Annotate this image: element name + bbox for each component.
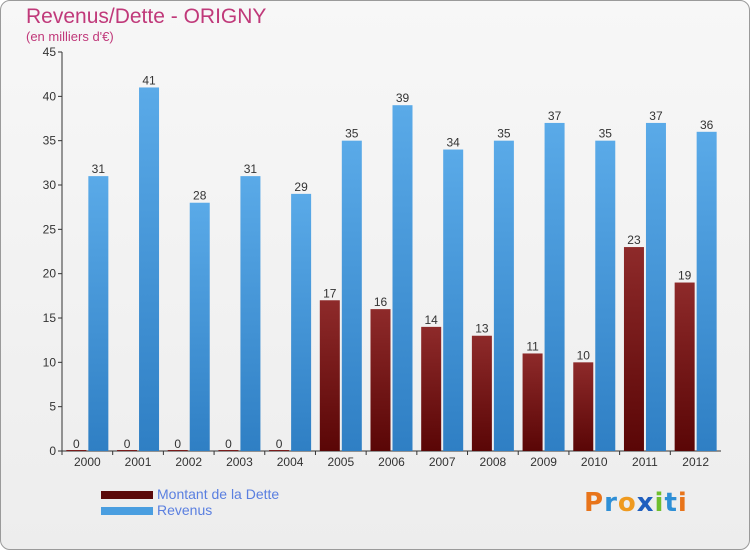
x-tick-label: 2007 [429, 455, 456, 469]
chart-title: Revenus/Dette - ORIGNY [26, 5, 267, 28]
x-tick-label: 2000 [74, 455, 101, 469]
x-tick-label: 2001 [125, 455, 152, 469]
x-tick-label: 2004 [277, 455, 304, 469]
y-tick-label: 5 [49, 400, 56, 414]
y-tick-label: 40 [43, 89, 57, 103]
bar-revenus [341, 140, 362, 451]
y-tick-label: 15 [43, 311, 57, 325]
data-label-dette: 14 [425, 313, 439, 327]
data-label-revenus: 37 [649, 109, 663, 123]
bar-revenus [645, 122, 666, 451]
data-label-dette: 0 [73, 437, 80, 451]
x-tick-label: 2003 [226, 455, 253, 469]
bar-revenus [544, 122, 565, 451]
bar-revenus [493, 140, 514, 451]
legend-label-revenus: Revenus [157, 502, 213, 518]
data-label-revenus: 31 [92, 162, 106, 176]
data-label-dette: 17 [323, 286, 337, 300]
bar-revenus [240, 176, 261, 451]
data-label-dette: 11 [526, 339, 539, 353]
data-label-revenus: 31 [244, 162, 258, 176]
bar-dette [66, 450, 87, 451]
data-label-revenus: 37 [548, 109, 562, 123]
chart-subtitle: (en milliers d'€) [26, 29, 114, 44]
x-tick-label: 2011 [632, 455, 658, 469]
bar-dette [319, 300, 340, 451]
bar-revenus [696, 131, 717, 452]
x-tick-label: 2008 [480, 455, 507, 469]
legend-label-dette: Montant de la Dette [157, 486, 280, 502]
x-tick-label: 2002 [175, 455, 202, 469]
bar-dette [573, 362, 594, 451]
data-label-dette: 23 [627, 233, 641, 247]
bar-revenus [189, 202, 210, 451]
bar-revenus [443, 149, 464, 452]
bar-dette [471, 335, 492, 451]
y-tick-label: 10 [43, 355, 57, 369]
data-label-revenus: 28 [193, 189, 207, 203]
bar-revenus [291, 193, 312, 451]
data-label-revenus: 35 [345, 127, 359, 141]
legend-swatch-revenus [101, 507, 153, 515]
data-label-dette: 0 [174, 437, 181, 451]
bar-dette [522, 353, 543, 451]
x-tick-label: 2009 [530, 455, 557, 469]
data-label-revenus: 35 [497, 127, 511, 141]
y-tick-label: 30 [43, 178, 57, 192]
y-tick-label: 25 [43, 222, 57, 236]
y-tick-label: 20 [43, 267, 57, 281]
data-label-dette: 0 [124, 437, 131, 451]
x-tick-label: 2005 [327, 455, 354, 469]
data-label-dette: 16 [374, 295, 388, 309]
y-tick-label: 0 [49, 444, 56, 458]
bar-revenus [139, 87, 160, 451]
data-label-dette: 19 [678, 269, 692, 283]
x-tick-label: 2012 [682, 455, 709, 469]
bar-dette [218, 450, 239, 451]
data-label-revenus: 39 [396, 91, 410, 105]
data-label-dette: 0 [225, 437, 232, 451]
bar-revenus [595, 140, 616, 451]
bar-revenus [88, 176, 109, 451]
bar-dette [421, 326, 442, 451]
bar-dette [674, 282, 695, 451]
data-label-revenus: 34 [447, 136, 461, 150]
data-label-revenus: 36 [700, 118, 714, 132]
bar-dette [370, 309, 391, 451]
bar-dette [117, 450, 138, 451]
bar-dette [269, 450, 290, 451]
data-label-revenus: 35 [599, 127, 613, 141]
legend-swatch-dette [101, 491, 153, 499]
y-tick-label: 45 [43, 45, 57, 59]
data-label-dette: 0 [276, 437, 283, 451]
y-tick-label: 35 [43, 134, 57, 148]
data-label-dette: 10 [577, 348, 591, 362]
chart-plot-area: 0 5 10 15 20 25 30 35 40 45 2000 0 31 2001 0 41 2002 0 28 2… [43, 45, 721, 469]
x-tick-label: 2010 [581, 455, 608, 469]
data-label-revenus: 41 [142, 73, 156, 87]
data-label-dette: 13 [475, 322, 489, 336]
x-tick-label: 2006 [378, 455, 405, 469]
data-label-revenus: 29 [294, 180, 308, 194]
bar-dette [167, 450, 188, 451]
proxiti-logo: Proxiti [584, 488, 688, 518]
bar-revenus [392, 105, 413, 451]
bar-dette [623, 247, 644, 451]
